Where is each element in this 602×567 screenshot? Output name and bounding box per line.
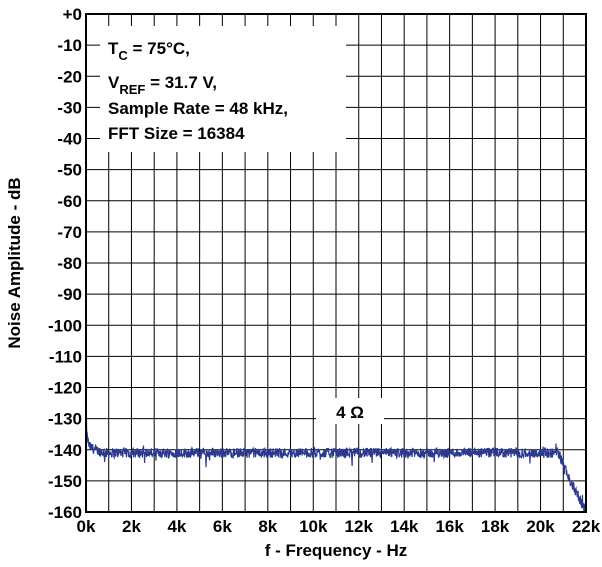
y-tick-label: -30 [57, 98, 82, 117]
series-line [85, 417, 587, 513]
y-axis-label: Noise Amplitude - dB [5, 177, 24, 348]
x-tick-label: 10k [299, 517, 328, 536]
y-tick-labels: +0 -10 -20 -30 -40 -50 -60 -70 -80 -90 -100 -110 -12… [48, 5, 82, 522]
x-tick-label: 20k [526, 517, 555, 536]
y-tick-label: -130 [48, 410, 82, 429]
y-tick-label: -70 [57, 223, 82, 242]
x-tick-label: 4k [167, 517, 186, 536]
x-tick-label: 18k [481, 517, 510, 536]
y-tick-label: -150 [48, 472, 82, 491]
x-axis-label: f - Frequency - Hz [265, 541, 408, 560]
conditions-line-1: TC = 75°C, [108, 39, 190, 63]
y-tick-label: -140 [48, 441, 82, 460]
x-tick-label: 16k [435, 517, 464, 536]
y-tick-label: -20 [57, 67, 82, 86]
x-tick-label: 6k [213, 517, 232, 536]
x-tick-label: 14k [390, 517, 419, 536]
x-tick-label: 22k [572, 517, 601, 536]
x-tick-labels: 0k 2k 4k 6k 8k 10k 12k 14k 16k 18k 20k 22k [77, 517, 601, 536]
series-label: 4 Ω [336, 403, 364, 422]
y-tick-label: -50 [57, 161, 82, 180]
y-tick-label: -120 [48, 379, 82, 398]
y-tick-label: -100 [48, 316, 82, 335]
y-tick-label: -10 [57, 36, 82, 55]
x-tick-label: 0k [77, 517, 96, 536]
x-tick-label: 12k [345, 517, 374, 536]
plot-frame [85, 13, 587, 513]
y-tick-label: +0 [63, 5, 82, 24]
y-tick-label: -40 [57, 130, 82, 149]
conditions-line-2: VREF = 31.7 V, [108, 73, 217, 97]
conditions-box [100, 26, 346, 152]
conditions-line-4: FFT Size = 16384 [108, 124, 245, 143]
y-tick-label: -80 [57, 254, 82, 273]
y-tick-label: -160 [48, 503, 82, 522]
conditions-line-3: Sample Rate = 48 kHz, [108, 99, 288, 118]
series-layer [85, 417, 587, 513]
series-label-box [316, 398, 384, 424]
x-tick-label: 2k [122, 517, 141, 536]
y-tick-label: -90 [57, 285, 82, 304]
y-tick-label: -60 [57, 192, 82, 211]
x-tick-label: 8k [258, 517, 277, 536]
y-tick-label: -110 [49, 347, 82, 366]
